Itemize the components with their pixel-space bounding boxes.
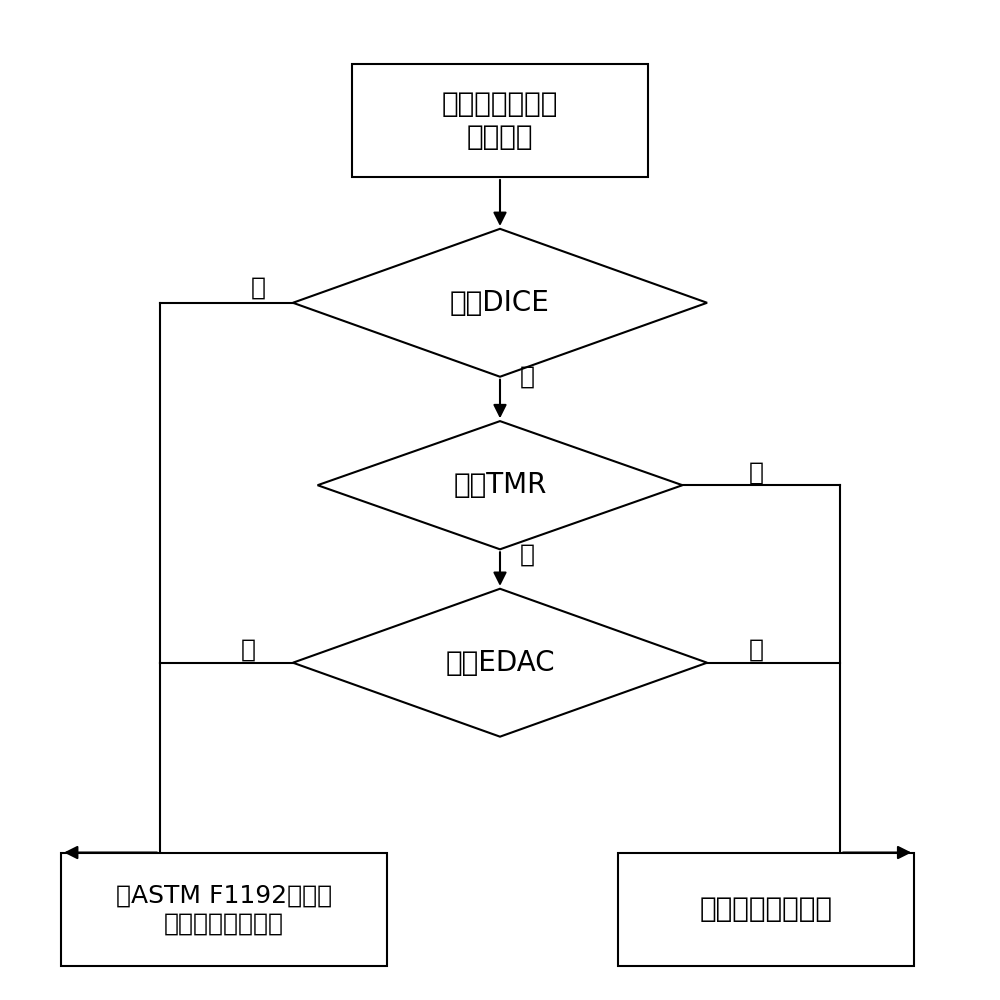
Text: 否: 否 <box>520 542 535 566</box>
Polygon shape <box>293 229 707 377</box>
Text: 是: 是 <box>749 460 764 484</box>
Text: 采用EDAC: 采用EDAC <box>445 649 555 677</box>
Polygon shape <box>293 589 707 737</box>
Text: 采用DICE: 采用DICE <box>450 289 550 317</box>
Bar <box>61 853 387 966</box>
Text: 采用低注量率辐照: 采用低注量率辐照 <box>700 895 833 923</box>
Text: 采用TMR: 采用TMR <box>453 471 547 499</box>
Text: 否: 否 <box>520 365 535 389</box>
Polygon shape <box>318 421 682 549</box>
Text: 否: 否 <box>241 638 256 662</box>
Text: 器件内部结构及
应用分析: 器件内部结构及 应用分析 <box>442 90 558 151</box>
Bar <box>352 64 648 177</box>
Text: 是: 是 <box>251 276 266 300</box>
Text: 按ASTM F1192规定，
采用高注量率辐照: 按ASTM F1192规定， 采用高注量率辐照 <box>116 883 332 935</box>
Text: 是: 是 <box>749 638 764 662</box>
Bar <box>618 853 914 966</box>
